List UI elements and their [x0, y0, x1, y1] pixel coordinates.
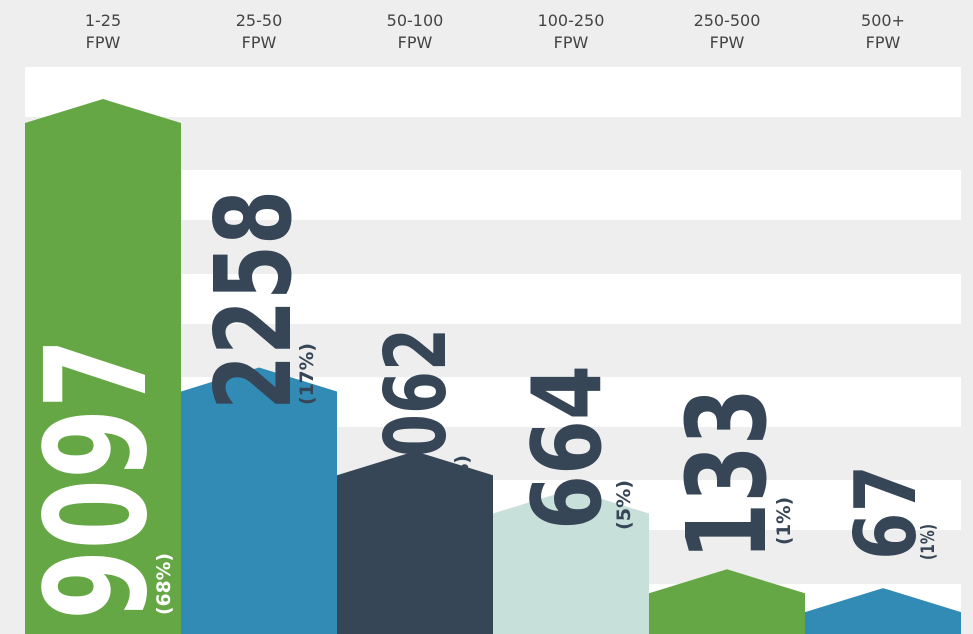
share-label: (5%): [613, 480, 635, 530]
value-label: 2258: [193, 190, 315, 410]
column-header: 100-250: [538, 11, 605, 30]
column-header: FPW: [398, 33, 433, 52]
bar: [181, 367, 337, 634]
column-header: 50-100: [387, 11, 444, 30]
column-header: FPW: [242, 33, 277, 52]
column-header: FPW: [866, 33, 901, 52]
column-header: 1-25: [85, 11, 121, 30]
share-label: (1%): [917, 524, 939, 560]
share-label: (68%): [153, 553, 175, 615]
column-header: 500+: [861, 11, 905, 30]
bar: [805, 588, 961, 634]
bar: [493, 489, 649, 634]
bar: [25, 99, 181, 634]
value-label: 1062: [367, 328, 466, 500]
value-label: 133: [663, 388, 791, 560]
column-header: FPW: [554, 33, 589, 52]
column-header: FPW: [86, 33, 121, 52]
share-label: (17%): [296, 343, 318, 405]
column-header: 250-500: [694, 11, 761, 30]
share-label: (8%): [451, 455, 473, 505]
bar: [337, 451, 493, 634]
value-label: 664: [513, 365, 623, 530]
column-header: FPW: [710, 33, 745, 52]
bar: [649, 569, 805, 634]
value-label: 9097: [16, 338, 179, 620]
stripe: [25, 67, 961, 117]
value-label: 67: [837, 465, 936, 560]
share-label: (1%): [773, 497, 795, 545]
column-header: 25-50: [236, 11, 283, 30]
